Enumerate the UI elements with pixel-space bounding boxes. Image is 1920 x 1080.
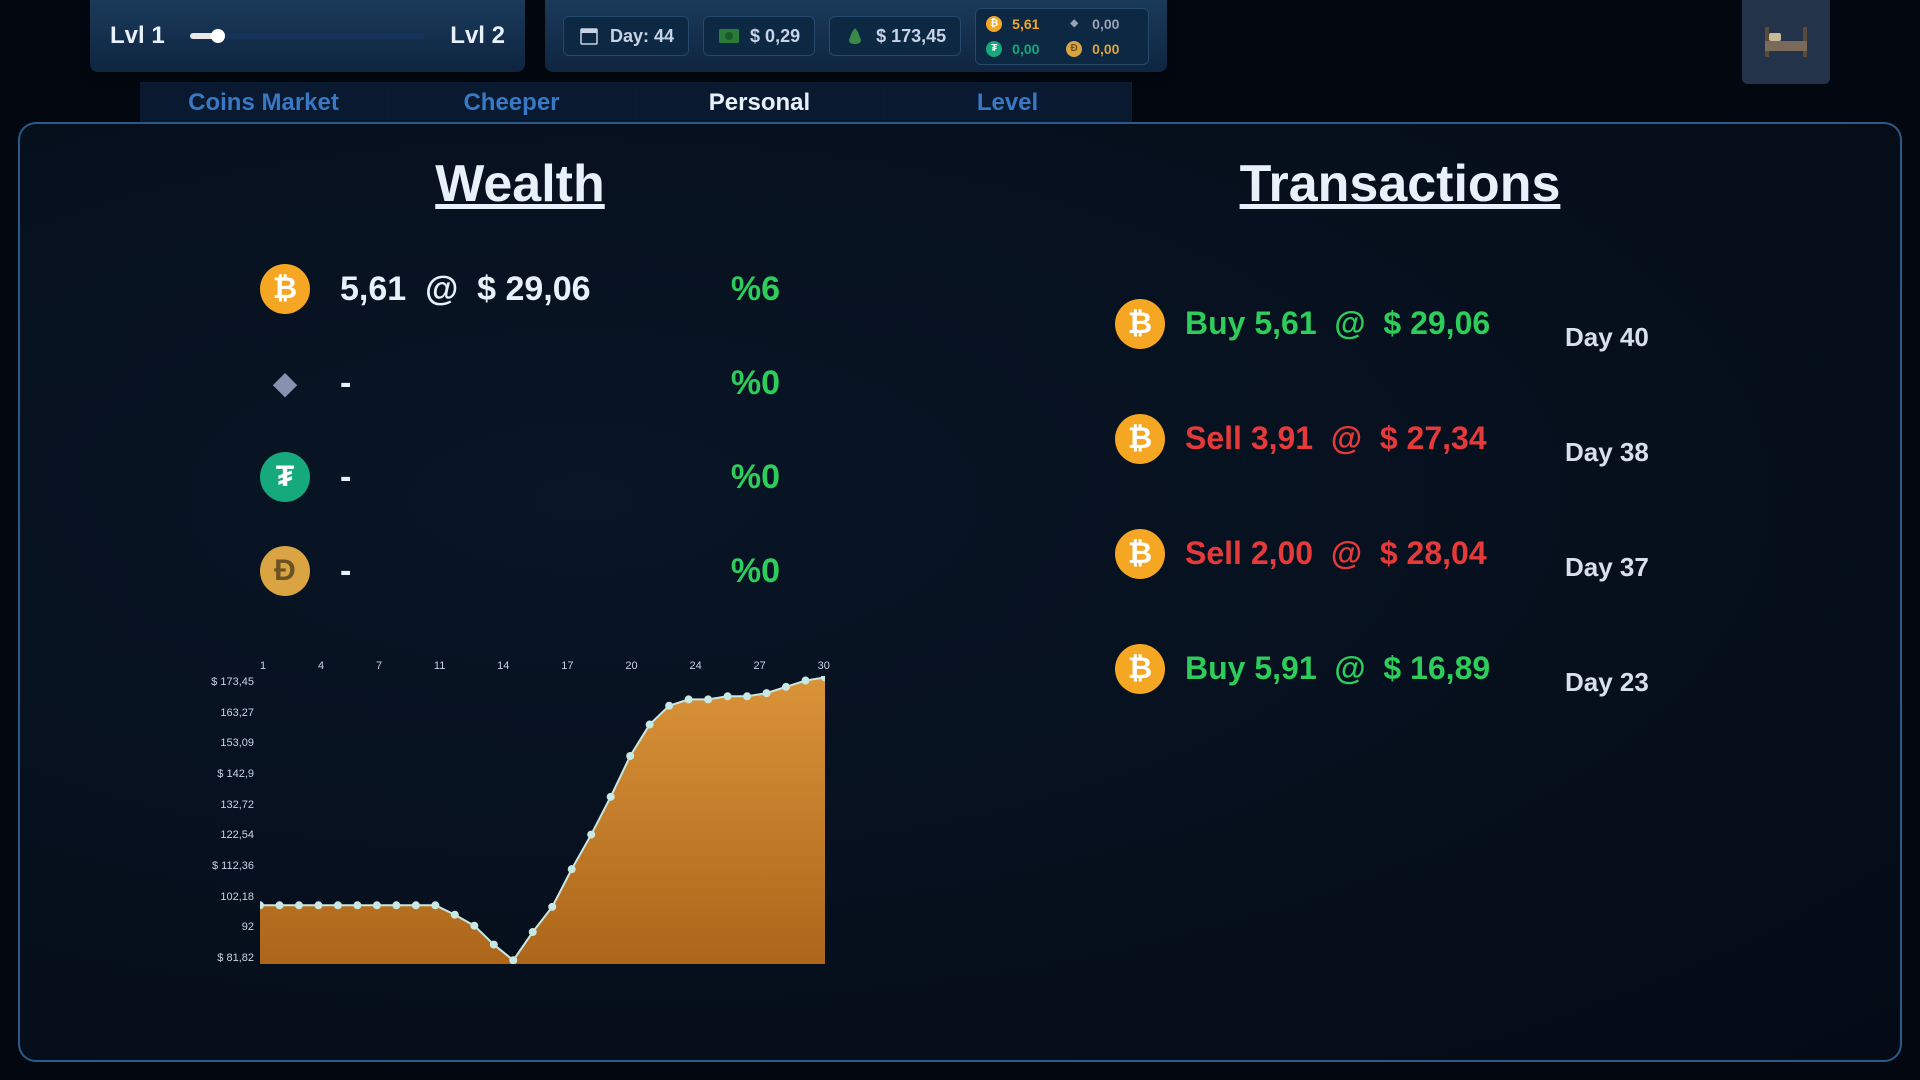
tx-day: Day 38 — [1565, 437, 1685, 468]
dogecoin-icon: Ð — [260, 546, 310, 596]
level-progress-box: Lvl 1 Lvl 2 — [90, 0, 525, 72]
moneybag-icon — [844, 26, 866, 46]
chart-y-tick: $ 142,9 — [210, 768, 254, 780]
chart-y-tick: 153,09 — [210, 737, 254, 749]
chart-x-tick: 4 — [318, 660, 324, 672]
chart-x-tick: 17 — [561, 660, 573, 672]
sleep-button[interactable] — [1742, 0, 1830, 84]
wealth-amount: - — [340, 364, 660, 403]
tx-text: Sell 3,91 @ $ 27,34 — [1185, 420, 1565, 457]
transaction-row: ₿ Buy 5,91 @ $ 16,89 Day 23 — [1115, 639, 1685, 698]
bitcoin-icon: ₿ — [1115, 414, 1165, 464]
level-progress-bar — [190, 33, 426, 39]
chart-y-tick: 163,27 — [210, 707, 254, 719]
balance-pill: $ 173,45 — [829, 16, 961, 56]
wealth-pct: %0 — [660, 364, 780, 403]
wealth-pct: %0 — [660, 458, 780, 497]
tab-level[interactable]: Level — [884, 82, 1132, 124]
tx-day: Day 37 — [1565, 552, 1685, 583]
chart-y-tick: $ 112,36 — [210, 860, 254, 872]
wealth-amount: - — [340, 458, 660, 497]
ethereum-icon: ◆ — [1066, 16, 1082, 32]
tab-personal[interactable]: Personal — [636, 82, 884, 124]
bitcoin-icon: ₿ — [1115, 299, 1165, 349]
eth-balance: 0,00 — [1092, 16, 1138, 32]
coin-balances: ₿ 5,61 ◆ 0,00 ₮ 0,00 Ð 0,00 — [975, 8, 1149, 65]
chart-y-tick: 122,54 — [210, 829, 254, 841]
cash-pill: $ 0,29 — [703, 16, 815, 56]
tether-icon: ₮ — [260, 452, 310, 502]
chart-y-tick: $ 81,82 — [210, 952, 254, 964]
btc-balance: 5,61 — [1012, 16, 1058, 32]
chart-x-tick: 14 — [497, 660, 509, 672]
chart-y-tick: 92 — [210, 921, 254, 933]
transaction-row: ₿ Buy 5,61 @ $ 29,06 Day 40 — [1115, 294, 1685, 353]
chart-x-tick: 24 — [689, 660, 701, 672]
bitcoin-icon: ₿ — [1115, 644, 1165, 694]
stats-box: Day: 44 $ 0,29 $ 173,45 ₿ 5,61 ◆ 0,00 ₮ … — [545, 0, 1167, 72]
cash-icon — [718, 26, 740, 46]
tx-day: Day 23 — [1565, 667, 1685, 698]
calendar-icon — [578, 26, 600, 46]
chart-x-tick: 20 — [625, 660, 637, 672]
balance-value: $ 173,45 — [876, 26, 946, 47]
ethereum-icon: ◆ — [260, 358, 310, 408]
bitcoin-icon: ₿ — [260, 264, 310, 314]
transaction-row: ₿ Sell 3,91 @ $ 27,34 Day 38 — [1115, 409, 1685, 468]
chart-x-tick: 27 — [754, 660, 766, 672]
wealth-row: ₮ - %0 — [260, 452, 780, 502]
bitcoin-icon: ₿ — [1115, 529, 1165, 579]
cash-value: $ 0,29 — [750, 26, 800, 47]
chart-x-tick: 30 — [818, 660, 830, 672]
chart-x-tick: 1 — [260, 660, 266, 672]
tab-coins-market[interactable]: Coins Market — [140, 82, 388, 124]
wealth-amount: 5,61 @ $ 29,06 — [340, 270, 660, 309]
chart-x-tick: 7 — [376, 660, 382, 672]
transaction-row: ₿ Sell 2,00 @ $ 28,04 Day 37 — [1115, 524, 1685, 583]
wealth-pct: %6 — [660, 270, 780, 309]
level-next: Lvl 2 — [450, 22, 505, 50]
wealth-row: ₿ 5,61 @ $ 29,06 %6 — [260, 264, 780, 314]
chart-y-tick: $ 173,45 — [210, 676, 254, 688]
usdt-balance: 0,00 — [1012, 41, 1058, 57]
wealth-chart: 14711141720242730 $ 173,45163,27153,09$ … — [210, 660, 830, 964]
wealth-title: Wealth — [435, 154, 605, 214]
tx-text: Buy 5,61 @ $ 29,06 — [1185, 305, 1565, 342]
level-current: Lvl 1 — [110, 22, 165, 50]
transactions-title: Transactions — [1240, 154, 1561, 214]
chart-x-tick: 11 — [434, 660, 445, 672]
wealth-row: Ð - %0 — [260, 546, 780, 596]
chart-y-tick: 102,18 — [210, 891, 254, 903]
bed-icon — [1761, 23, 1811, 61]
chart-y-tick: 132,72 — [210, 799, 254, 811]
tx-text: Sell 2,00 @ $ 28,04 — [1185, 535, 1565, 572]
tab-bar: Coins Market Cheeper Personal Level — [140, 82, 1920, 124]
wealth-row: ◆ - %0 — [260, 358, 780, 408]
wealth-pct: %0 — [660, 552, 780, 591]
doge-balance: 0,00 — [1092, 41, 1138, 57]
tx-text: Buy 5,91 @ $ 16,89 — [1185, 650, 1565, 687]
main-panel: Wealth ₿ 5,61 @ $ 29,06 %6 ◆ - %0 ₮ - %0… — [18, 122, 1902, 1062]
day-pill: Day: 44 — [563, 16, 689, 56]
wealth-amount: - — [340, 552, 660, 591]
day-label: Day: 44 — [610, 26, 674, 47]
bitcoin-icon: ₿ — [986, 16, 1002, 32]
tx-day: Day 40 — [1565, 322, 1685, 353]
tether-icon: ₮ — [986, 41, 1002, 57]
tab-cheeper[interactable]: Cheeper — [388, 82, 636, 124]
dogecoin-icon: Ð — [1066, 41, 1082, 57]
